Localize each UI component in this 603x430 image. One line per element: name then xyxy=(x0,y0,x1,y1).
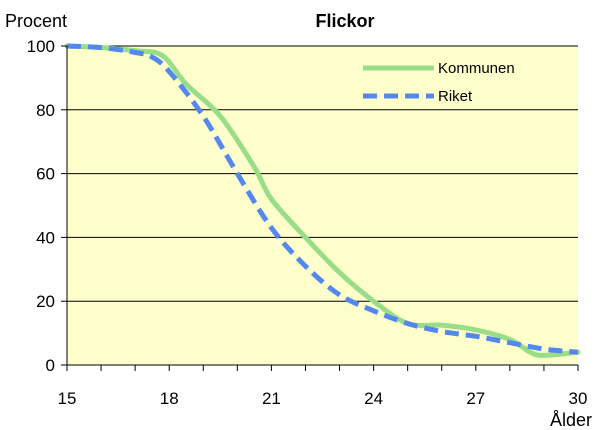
x-tick-label: 21 xyxy=(262,389,281,408)
y-tick-label: 60 xyxy=(36,165,55,184)
y-tick-label: 100 xyxy=(27,37,55,56)
x-tick-label: 15 xyxy=(58,389,77,408)
axes xyxy=(61,45,579,371)
legend-label-riket: Riket xyxy=(438,88,473,105)
legend: Kommunen Riket xyxy=(363,60,515,105)
y-tick-label: 40 xyxy=(36,228,55,247)
x-tick-label: 27 xyxy=(466,389,485,408)
x-tick-label: 24 xyxy=(364,389,383,408)
tick-labels: 0 20 40 60 80 100 15 18 21 24 27 30 xyxy=(27,37,588,408)
series-lines xyxy=(64,43,581,358)
series-line-riket xyxy=(66,43,579,355)
y-tick-label: 0 xyxy=(46,356,55,375)
y-tick-label: 80 xyxy=(36,101,55,120)
x-axis-label: Ålder xyxy=(550,410,592,430)
y-axis-label: Procent xyxy=(5,11,67,31)
y-tick-label: 20 xyxy=(36,292,55,311)
plot-area xyxy=(67,46,578,365)
chart-title: Flickor xyxy=(315,11,374,31)
gridlines xyxy=(67,45,578,302)
x-tick-label: 18 xyxy=(160,389,179,408)
series-line-kommunen xyxy=(64,43,581,358)
legend-label-kommunen: Kommunen xyxy=(438,60,515,77)
x-tick-label: 30 xyxy=(569,389,588,408)
